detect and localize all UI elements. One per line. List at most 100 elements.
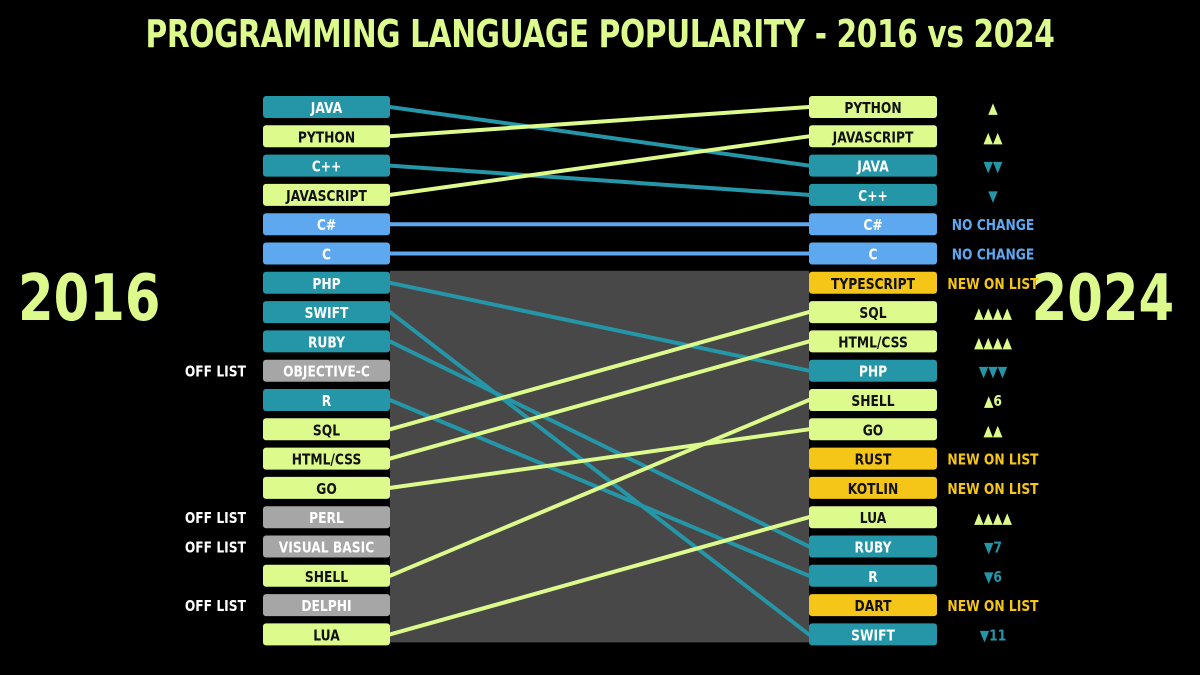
label-2024-php: PHP xyxy=(859,364,887,381)
label-2016-c: C xyxy=(322,246,331,263)
label-2024-python: PYTHON xyxy=(844,100,901,117)
label-2016-go: GO xyxy=(316,481,337,498)
label-2024-lua: LUA xyxy=(860,510,887,527)
change-2024-dart: NEW ON LIST xyxy=(947,598,1039,615)
bar-2016-csharp xyxy=(263,213,390,236)
bar-2016-swift xyxy=(263,301,390,324)
label-2016-shell: SHELL xyxy=(305,569,348,586)
change-2024-html-css: ▲▲▲▲ xyxy=(974,334,1012,351)
bar-2024-lua xyxy=(809,506,937,529)
label-2024-dart: DART xyxy=(854,598,892,615)
change-2024-swift: ▼11 xyxy=(980,627,1007,644)
change-2024-r: ▼6 xyxy=(984,569,1002,586)
change-2024-python: ▲ xyxy=(988,100,998,117)
label-2024-go: GO xyxy=(863,422,884,439)
label-2016-ruby: RUBY xyxy=(308,334,346,351)
bar-2024-shell xyxy=(809,389,937,411)
bar-2016-visual-basic xyxy=(263,535,390,558)
bar-2024-sql xyxy=(809,301,937,324)
bar-2016-lua xyxy=(263,623,390,646)
label-2024-kotlin: KOTLIN xyxy=(848,481,898,498)
bar-2024-ruby xyxy=(809,535,937,558)
bar-2016-php xyxy=(263,271,390,294)
label-2016-r: R xyxy=(322,393,332,410)
bar-2024-html-css xyxy=(809,330,937,353)
connector-javascript xyxy=(388,134,811,197)
connector-go xyxy=(388,427,811,490)
bar-2024-dart xyxy=(809,594,937,617)
change-2024-csharp: NO CHANGE xyxy=(952,217,1035,234)
bar-2024-cplusplus xyxy=(809,183,937,206)
label-2016-visual-basic: VISUAL BASIC xyxy=(279,539,374,556)
label-2024-sql: SQL xyxy=(859,305,886,322)
bar-2024-typescript xyxy=(809,271,937,294)
bar-2024-swift xyxy=(809,623,937,646)
label-2024-r: R xyxy=(868,569,878,586)
label-2016-csharp: C# xyxy=(317,217,336,234)
change-2024-java: ▼▼ xyxy=(984,158,1003,175)
change-2024-shell: ▲6 xyxy=(984,393,1002,410)
label-2024-typescript: TYPESCRIPT xyxy=(831,276,916,293)
bar-2016-go xyxy=(263,476,390,499)
label-2024-java: JAVA xyxy=(856,158,889,175)
label-2024-c: C xyxy=(868,246,877,263)
label-2024-cplusplus: C++ xyxy=(858,188,888,205)
bar-2024-r xyxy=(809,564,937,587)
bar-2016-objective-c xyxy=(263,359,390,382)
label-2016-perl: PERL xyxy=(309,510,344,527)
label-2024-swift: SWIFT xyxy=(851,627,895,644)
change-2024-rust: NEW ON LIST xyxy=(947,451,1039,468)
change-2024-go: ▲▲ xyxy=(984,422,1003,439)
off-list-note-delphi: OFF LIST xyxy=(185,598,247,615)
bar-2016-delphi xyxy=(263,594,390,617)
bar-2024-php xyxy=(809,359,937,382)
change-2024-php: ▼▼▼ xyxy=(979,364,1008,381)
connector-sql xyxy=(388,310,811,432)
change-2024-typescript: NEW ON LIST xyxy=(947,276,1039,293)
label-2024-shell: SHELL xyxy=(851,393,894,410)
change-2024-sql: ▲▲▲▲ xyxy=(974,305,1012,322)
label-2016-delphi: DELPHI xyxy=(301,598,351,615)
bar-2016-shell xyxy=(263,564,390,587)
bar-2016-python xyxy=(263,125,390,148)
change-2024-c: NO CHANGE xyxy=(952,246,1035,263)
bar-2016-c xyxy=(263,242,390,265)
bar-2024-go xyxy=(809,418,937,441)
label-2016-sql: SQL xyxy=(313,422,340,439)
label-2016-html-css: HTML/CSS xyxy=(292,451,362,468)
bar-2024-java xyxy=(809,154,937,177)
bar-2024-csharp xyxy=(809,213,937,236)
label-2016-php: PHP xyxy=(312,276,340,293)
bar-2016-ruby xyxy=(263,330,390,353)
change-2024-cplusplus: ▼ xyxy=(988,188,998,205)
label-2016-objective-c: OBJECTIVE-C xyxy=(283,364,370,381)
bar-2016-cplusplus xyxy=(263,154,390,177)
bar-2016-sql xyxy=(263,418,390,441)
label-2016-javascript: JAVASCRIPT xyxy=(285,188,367,205)
left-year-label: 2016 xyxy=(18,262,161,336)
off-list-note-visual-basic: OFF LIST xyxy=(185,539,247,556)
bar-2024-javascript xyxy=(809,125,937,148)
connector-html-css xyxy=(388,339,811,461)
chart-title: PROGRAMMING LANGUAGE POPULARITY - 2016 v… xyxy=(145,12,1055,56)
label-2024-javascript: JAVASCRIPT xyxy=(832,129,914,146)
connector-python xyxy=(388,105,811,139)
bar-2016-r xyxy=(263,389,390,411)
connector-java xyxy=(388,105,811,168)
connector-swift xyxy=(388,310,811,637)
bar-2024-python xyxy=(809,96,937,118)
change-2024-kotlin: NEW ON LIST xyxy=(947,481,1039,498)
bar-2024-c xyxy=(809,242,937,265)
connector-ruby xyxy=(388,339,811,549)
bar-2016-perl xyxy=(263,506,390,529)
off-list-note-perl: OFF LIST xyxy=(185,510,247,527)
bar-2024-kotlin xyxy=(809,476,937,499)
change-2024-ruby: ▼7 xyxy=(984,539,1002,556)
right-year-label: 2024 xyxy=(1031,262,1175,336)
label-2016-swift: SWIFT xyxy=(305,305,349,322)
label-2024-ruby: RUBY xyxy=(854,539,892,556)
bar-2016-html-css xyxy=(263,447,390,470)
label-2016-java: JAVA xyxy=(310,100,343,117)
bar-2016-javascript xyxy=(263,183,390,206)
change-2024-lua: ▲▲▲▲ xyxy=(974,510,1012,527)
